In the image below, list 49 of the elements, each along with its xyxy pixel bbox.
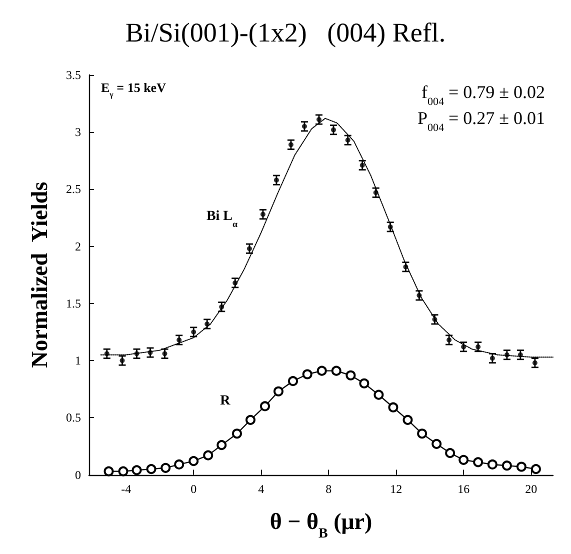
y-axis-title: Normalized Yields: [27, 182, 52, 368]
chart-title: Bi/Si(001)-(1x2) (004) Refl.: [125, 18, 446, 48]
y-tick-label: 2: [75, 239, 81, 254]
point: [302, 369, 312, 380]
y-tick-label: 3.5: [66, 68, 81, 82]
point: [188, 456, 199, 466]
x-tick-label: 16: [458, 482, 470, 496]
point: [132, 465, 142, 476]
point: [502, 460, 512, 471]
point: [346, 370, 356, 380]
point: [445, 448, 456, 458]
x-tick-label: -4: [121, 482, 132, 496]
point: [388, 402, 398, 412]
x-tick-label: 20: [525, 482, 538, 496]
point: [273, 386, 284, 396]
point: [432, 438, 442, 449]
point: [487, 459, 498, 470]
point: [316, 366, 327, 376]
point: [516, 462, 526, 472]
x-tick-label: 12: [390, 482, 402, 496]
point: [118, 466, 128, 476]
point: [232, 428, 242, 439]
x-tick-label: 8: [326, 482, 332, 496]
point: [203, 450, 214, 460]
point: [402, 414, 413, 425]
point: [216, 440, 227, 450]
annotation: R: [220, 394, 232, 409]
point: [458, 454, 469, 465]
x-tick-label: 0: [190, 482, 197, 496]
point: [260, 401, 270, 412]
y-tick-label: 0: [75, 468, 81, 482]
point: [331, 366, 342, 376]
point: [174, 459, 184, 470]
point: [288, 376, 298, 386]
point: [245, 414, 256, 425]
y-tick-label: 2.5: [66, 182, 81, 196]
point: [146, 464, 156, 474]
x-tick-label: 4: [258, 482, 264, 496]
y-tick-label: 3: [75, 125, 81, 140]
y-tick-label: 1.5: [66, 296, 81, 310]
point: [104, 466, 114, 476]
point: [417, 428, 428, 439]
y-tick-label: 1: [75, 354, 81, 368]
point: [160, 462, 171, 473]
point: [473, 457, 484, 468]
y-tick-label: 0.5: [66, 410, 81, 425]
point: [374, 390, 384, 400]
point: [359, 378, 370, 388]
point: [530, 464, 541, 474]
